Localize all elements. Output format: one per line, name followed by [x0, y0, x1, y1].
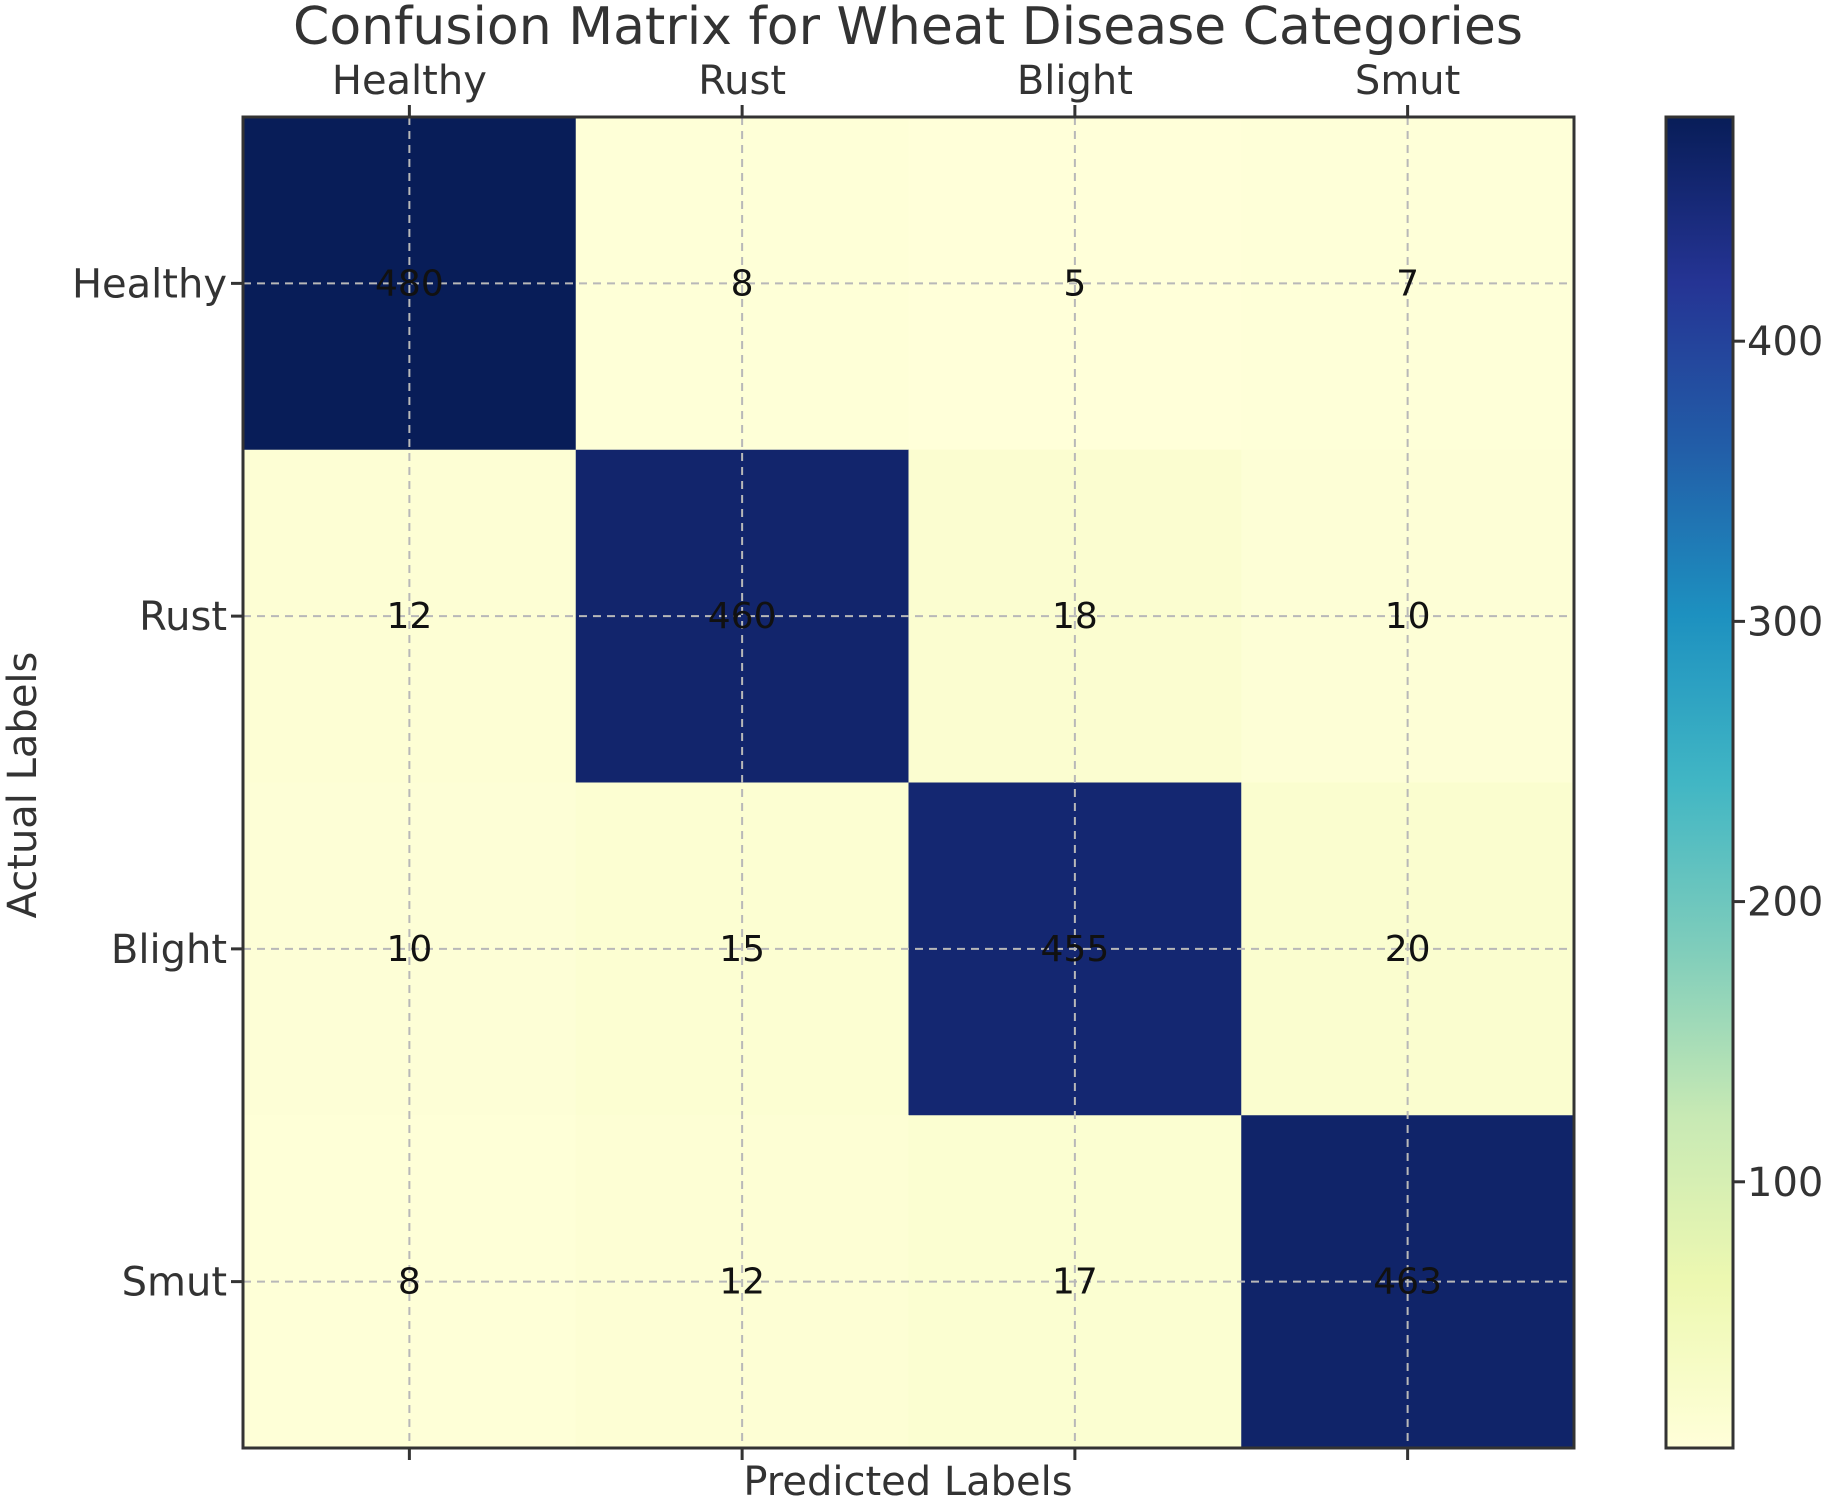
- cell-value-label: 8: [731, 263, 754, 304]
- cell-value-label: 8: [398, 1262, 421, 1303]
- y-tick-label: Smut: [122, 1260, 227, 1306]
- cell-value-label: 10: [386, 929, 432, 970]
- cell-value-label: 17: [1052, 1262, 1098, 1303]
- cell-value-label: 12: [719, 1262, 765, 1303]
- plot-frame: [241, 115, 1576, 1450]
- cell-value-label: 20: [1385, 929, 1431, 970]
- cell-value-label: 455: [1041, 929, 1110, 970]
- cell-value-label: 7: [1396, 263, 1419, 304]
- colorbar-tick-label: 100: [1747, 1160, 1823, 1206]
- colorbar: [1664, 115, 1735, 1450]
- y-tick-label: Healthy: [72, 261, 227, 307]
- colorbar-tick-label: 400: [1747, 319, 1823, 365]
- x-tick-label: Healthy: [332, 58, 487, 104]
- colorbar-tick-label: 200: [1747, 880, 1823, 926]
- x-tick-label: Rust: [698, 58, 786, 104]
- cell-value-label: 12: [386, 596, 432, 637]
- x-tick-label: Blight: [1017, 58, 1133, 104]
- heatmap-cell: [243, 449, 577, 783]
- cell-value-label: 463: [1373, 1262, 1442, 1303]
- cell-value-label: 5: [1063, 263, 1086, 304]
- y-tick-label: Rust: [139, 594, 227, 640]
- heatmap-cell: [575, 449, 909, 783]
- heatmap-cells: [243, 117, 1575, 1449]
- cell-value-labels: 480 8 5 7 12 460 18 10 10 15 455 20 8 12 17 463: [375, 263, 1442, 1302]
- cell-value-label: 480: [375, 263, 444, 304]
- heatmap-cell: [243, 117, 577, 451]
- heatmap-cell: [575, 117, 909, 451]
- chart-title: Confusion Matrix for Wheat Disease Categ…: [293, 0, 1523, 57]
- colorbar-tick-label: 300: [1747, 599, 1823, 645]
- y-axis-ticks: Healthy Rust Blight Smut: [72, 261, 243, 1306]
- y-axis-label: Actual Labels: [0, 652, 46, 919]
- cell-value-label: 460: [708, 596, 777, 637]
- x-axis-label: Predicted Labels: [743, 1459, 1072, 1497]
- x-tick-label: Smut: [1355, 58, 1460, 104]
- y-tick-label: Blight: [111, 927, 227, 973]
- cell-value-label: 15: [719, 929, 765, 970]
- cell-value-label: 10: [1385, 596, 1431, 637]
- cell-value-label: 18: [1052, 596, 1098, 637]
- x-axis-ticks: Healthy Rust Blight Smut: [332, 58, 1460, 1460]
- colorbar-ticks: 100 200 300 400: [1733, 319, 1823, 1206]
- heatmap-gridlines: [243, 117, 1574, 1448]
